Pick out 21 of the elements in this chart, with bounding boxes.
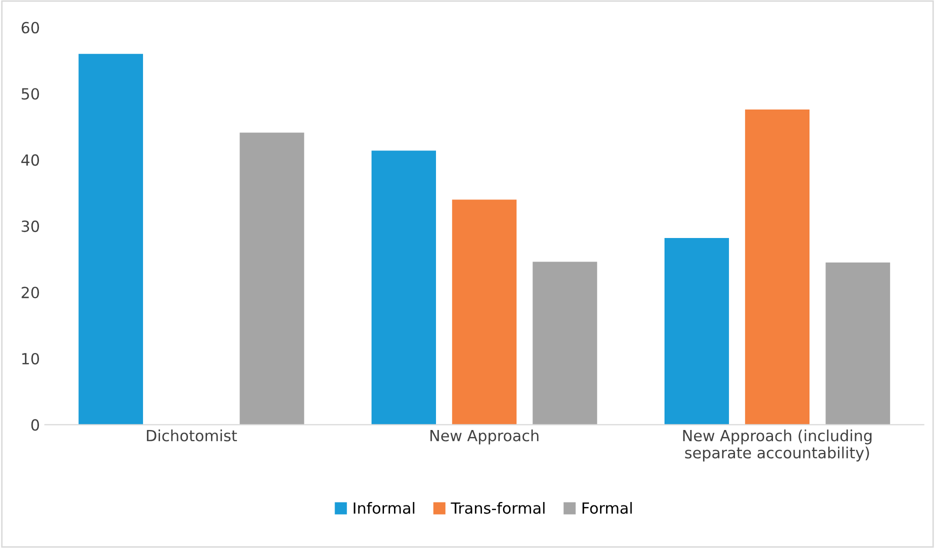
bar bbox=[452, 200, 517, 425]
x-tick-label: New Approach (including separate accountability) bbox=[683, 430, 872, 462]
bar bbox=[745, 110, 810, 425]
x-tick-label: Dichotomist bbox=[146, 430, 237, 442]
bar bbox=[78, 54, 144, 425]
legend-label: Informal bbox=[354, 502, 414, 514]
x-tick-label: New Approach bbox=[430, 430, 538, 444]
bar bbox=[664, 238, 729, 425]
legend-label: Trans-formal bbox=[450, 502, 545, 514]
y-tick-label: 30 bbox=[22, 220, 40, 232]
bar bbox=[826, 262, 890, 425]
bar bbox=[240, 132, 304, 425]
bar bbox=[372, 150, 436, 425]
y-tick-label: 0 bbox=[31, 419, 40, 431]
y-tick-label: 50 bbox=[22, 88, 40, 100]
legend-label: Formal bbox=[582, 502, 632, 514]
bar bbox=[532, 262, 598, 425]
y-tick-label: 20 bbox=[22, 286, 40, 298]
y-tick-label: 40 bbox=[21, 154, 40, 166]
y-tick-label: 60 bbox=[22, 22, 40, 34]
y-tick-label: 10 bbox=[22, 352, 40, 365]
